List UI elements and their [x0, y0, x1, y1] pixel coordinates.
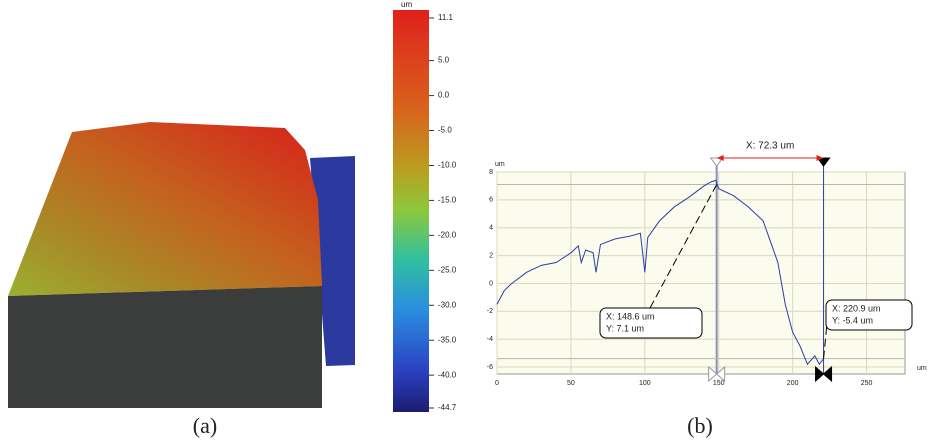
x-tick-label: 250: [861, 380, 873, 387]
colorbar-label: -44.7: [438, 403, 457, 412]
colorbar-label: -10.0: [438, 161, 457, 170]
x-tick-label: 150: [713, 380, 725, 387]
colorbar-label: 0.0: [438, 91, 450, 100]
colorbar: [393, 10, 429, 412]
x-tick-label: 0: [495, 380, 499, 387]
y-axis-label: um: [495, 161, 505, 168]
colorbar-label: -35.0: [438, 335, 457, 344]
colorbar-label: -15.0: [438, 196, 457, 205]
colorbar-label: -30.0: [438, 300, 457, 309]
x-tick-label: 200: [787, 380, 799, 387]
cursor-x-label: X: 220.9 um: [832, 303, 881, 313]
top-surface: [8, 122, 322, 296]
cursor-x-label: X: 148.6 um: [606, 311, 655, 321]
y-tick-label: 2: [489, 252, 493, 259]
cursor-box: [599, 307, 703, 339]
x-axis-label: um: [917, 365, 927, 372]
y-tick-label: 8: [489, 169, 493, 176]
front-face: [8, 286, 322, 408]
x-tick-label: 100: [639, 380, 651, 387]
delta-label: X: 72.3 um: [746, 141, 794, 152]
cursor-foot: [815, 365, 833, 383]
cursor-y-label: Y: 7.1 um: [606, 323, 644, 333]
y-tick-label: -6: [487, 364, 493, 371]
y-tick-label: -4: [487, 336, 493, 343]
surface-3d: [8, 122, 355, 408]
caption: (b): [687, 413, 713, 438]
y-tick-label: -2: [487, 308, 493, 315]
side-block: [310, 156, 355, 366]
plot-area: [496, 171, 906, 375]
colorbar-label: -25.0: [438, 265, 457, 274]
cursor-foot: [708, 365, 726, 383]
colorbar-label: 11.1: [438, 13, 454, 22]
cursor-box: [825, 299, 913, 331]
colorbar-label: -40.0: [438, 370, 457, 379]
y-tick-label: 4: [489, 225, 493, 232]
colorbar-label: 5.0: [438, 56, 450, 65]
cursor-marker: [816, 157, 831, 167]
profile-line: [496, 179, 825, 366]
colorbar-label: -5.0: [438, 126, 452, 135]
colorbar-unit: um: [401, 0, 412, 9]
colorbar-label: -20.0: [438, 230, 457, 239]
y-tick-label: 0: [489, 280, 493, 287]
y-tick-label: 6: [489, 197, 493, 204]
x-tick-label: 50: [567, 380, 575, 387]
caption: (a): [193, 413, 217, 438]
cursor-y-label: Y: -5.4 um: [832, 315, 873, 325]
